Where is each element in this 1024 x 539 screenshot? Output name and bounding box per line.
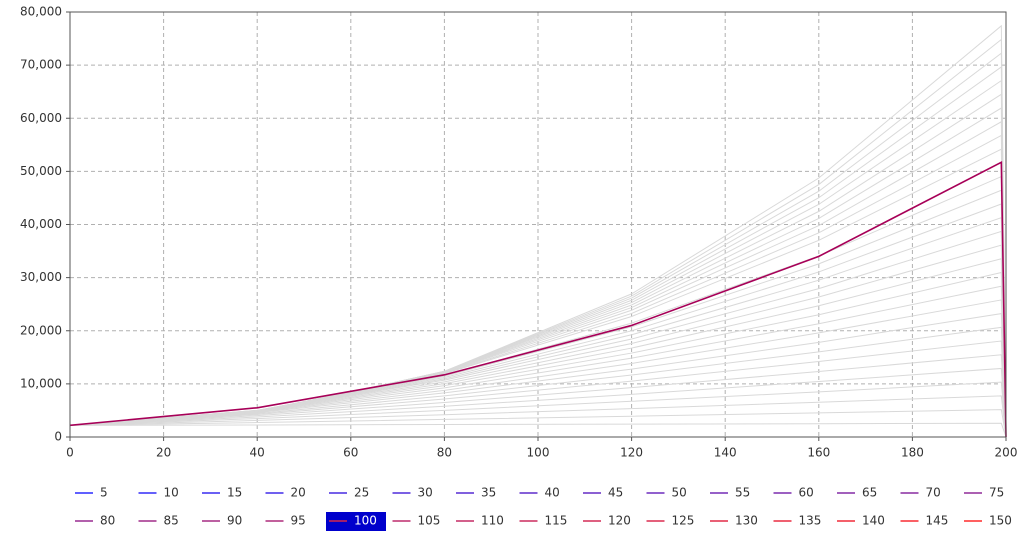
legend-label: 65 [862,486,877,500]
legend-item[interactable]: 20 [265,486,306,500]
legend-item[interactable]: 110 [456,514,504,528]
legend-item[interactable]: 30 [392,486,433,500]
legend-label: 5 [100,486,108,500]
legend-item[interactable]: 35 [456,486,496,500]
legend-label: 90 [227,514,242,528]
y-tick-label: 0 [54,430,62,444]
legend-item[interactable]: 95 [265,514,306,528]
legend-label: 80 [100,514,115,528]
series-line [69,381,1007,438]
legend-item[interactable]: 150 [964,514,1012,528]
legend-item[interactable]: 115 [519,514,568,528]
legend-label: 100 [354,514,377,528]
legend-item[interactable]: 80 [75,514,115,528]
legend-label: 130 [735,514,758,528]
x-tick-label: 80 [437,446,452,460]
legend-label: 150 [989,514,1012,528]
legend-item[interactable]: 100 [326,512,386,531]
legend-selection [326,512,386,531]
legend-label: 40 [545,486,560,500]
legend-item[interactable]: 60 [773,486,814,500]
y-tick-label: 50,000 [20,164,62,178]
legend-label: 10 [164,486,179,500]
legend-item[interactable]: 125 [646,514,695,528]
x-tick-label: 180 [901,446,924,460]
legend-label: 105 [418,514,441,528]
axes: 0 10,000 20,000 30,000 40,000 50,000 60,000 70,… [20,5,1017,460]
legend-item[interactable]: 70 [900,486,941,500]
legend-label: 35 [481,486,496,500]
legend-item[interactable]: 120 [583,514,631,528]
x-tick-label: 0 [66,446,74,460]
legend-item[interactable]: 40 [519,486,560,500]
series-line [69,422,1007,438]
legend-item[interactable]: 90 [202,514,242,528]
series-line [69,395,1007,438]
legend-item[interactable]: 75 [964,486,1004,500]
x-tick-label: 120 [620,446,643,460]
legend-item[interactable]: 5 [75,486,108,500]
legend-item[interactable]: 140 [837,514,885,528]
legend-item[interactable]: 25 [329,486,369,500]
legend-label: 145 [926,514,949,528]
x-tick-label: 140 [714,446,737,460]
y-tick-label: 20,000 [20,323,62,337]
grid [69,11,1007,438]
x-tick-label: 40 [250,446,265,460]
series-line [69,340,1007,438]
legend-label: 70 [926,486,941,500]
legend-item[interactable]: 45 [583,486,623,500]
y-tick-label: 80,000 [20,5,62,19]
legend-label: 120 [608,514,631,528]
legend-label: 50 [672,486,687,500]
legend-item[interactable]: 105 [392,514,441,528]
legend-label: 135 [799,514,822,528]
legend-label: 55 [735,486,750,500]
x-tick-label: 20 [156,446,171,460]
legend-label: 15 [227,486,242,500]
series-line [69,161,1007,438]
legend: 5 10 15 20 25 30 35 40 45 50 55 60 65 70 75 80 85 90 95 100… [75,486,1012,531]
y-tick-label: 40,000 [20,217,62,231]
x-tick-label: 60 [343,446,358,460]
lines [69,24,1007,438]
x-tick-label: 160 [807,446,830,460]
legend-label: 45 [608,486,623,500]
legend-label: 20 [291,486,306,500]
legend-item[interactable]: 135 [773,514,822,528]
legend-item[interactable]: 85 [138,514,179,528]
legend-label: 60 [799,486,814,500]
legend-item[interactable]: 10 [138,486,179,500]
series-line [69,409,1007,438]
legend-item[interactable]: 55 [710,486,750,500]
legend-item[interactable]: 130 [710,514,758,528]
legend-label: 95 [291,514,306,528]
legend-label: 115 [545,514,568,528]
y-tick-label: 70,000 [20,58,62,72]
y-tick-label: 10,000 [20,376,62,390]
x-tick-label: 200 [995,446,1018,460]
legend-label: 25 [354,486,369,500]
legend-label: 85 [164,514,179,528]
series-line [69,354,1007,438]
series-line [69,367,1007,438]
y-tick-label: 60,000 [20,111,62,125]
legend-item[interactable]: 145 [900,514,949,528]
legend-item[interactable]: 15 [202,486,242,500]
legend-label: 75 [989,486,1004,500]
legend-label: 30 [418,486,433,500]
y-tick-label: 30,000 [20,270,62,284]
legend-label: 125 [672,514,695,528]
series-line [69,24,1007,438]
legend-label: 110 [481,514,504,528]
legend-label: 140 [862,514,885,528]
legend-item[interactable]: 50 [646,486,687,500]
x-tick-label: 100 [527,446,550,460]
legend-item[interactable]: 65 [837,486,877,500]
